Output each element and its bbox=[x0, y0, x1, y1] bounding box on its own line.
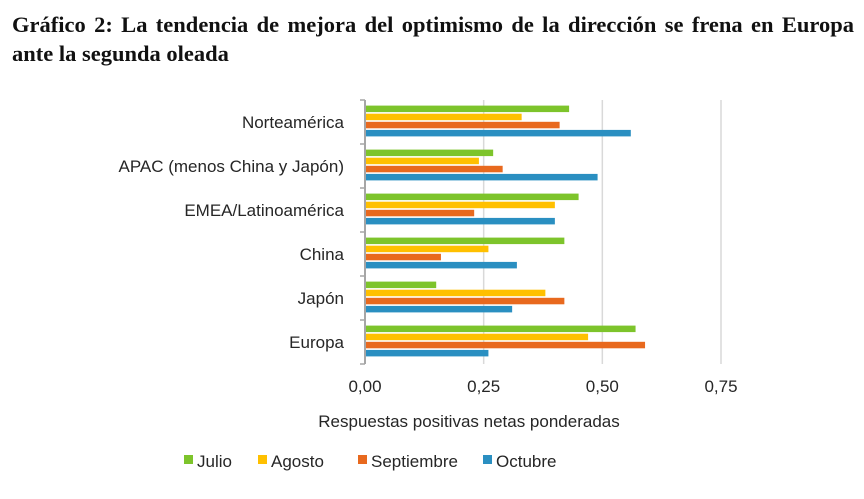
bar-octubre-3 bbox=[366, 261, 517, 269]
bars bbox=[366, 105, 646, 357]
bar-julio-4 bbox=[366, 281, 437, 289]
category-label: Europa bbox=[289, 333, 344, 352]
bar-octubre-4 bbox=[366, 305, 513, 313]
bar-octubre-2 bbox=[366, 217, 555, 225]
bar-octubre-0 bbox=[366, 129, 631, 137]
bar-septiembre-5 bbox=[366, 341, 646, 349]
category-labels: Norteamérica APAC (menos China y Japón) EM… bbox=[118, 113, 344, 352]
x-tick-labels: 0,00 0,25 0,50 0,75 bbox=[348, 377, 737, 396]
legend-label: Julio bbox=[197, 452, 232, 471]
legend-item-julio: Julio bbox=[184, 452, 232, 471]
bar-septiembre-4 bbox=[366, 297, 565, 305]
bar-agosto-3 bbox=[366, 245, 489, 253]
bar-agosto-1 bbox=[366, 157, 479, 165]
legend-label: Octubre bbox=[496, 452, 556, 471]
bar-julio-1 bbox=[366, 149, 494, 157]
bar-septiembre-3 bbox=[366, 253, 441, 261]
category-label: Japón bbox=[298, 289, 344, 308]
category-label: APAC (menos China y Japón) bbox=[118, 157, 344, 176]
bar-septiembre-0 bbox=[366, 121, 560, 129]
category-label: China bbox=[300, 245, 345, 264]
x-tick-label: 0,75 bbox=[704, 377, 737, 396]
legend-item-octubre: Octubre bbox=[483, 452, 556, 471]
bar-agosto-5 bbox=[366, 333, 589, 341]
bar-octubre-1 bbox=[366, 173, 598, 181]
bar-julio-3 bbox=[366, 237, 565, 245]
bar-julio-0 bbox=[366, 105, 570, 113]
category-label: EMEA/Latinoamérica bbox=[184, 201, 344, 220]
legend-label: Agosto bbox=[271, 452, 324, 471]
bar-septiembre-1 bbox=[366, 165, 503, 173]
bar-julio-2 bbox=[366, 193, 579, 201]
x-tick-label: 0,25 bbox=[467, 377, 500, 396]
bar-septiembre-2 bbox=[366, 209, 475, 217]
legend-label: Septiembre bbox=[371, 452, 458, 471]
x-tick-label: 0,00 bbox=[348, 377, 381, 396]
legend: Julio Agosto Septiembre Octubre bbox=[184, 452, 556, 471]
bar-agosto-0 bbox=[366, 113, 522, 121]
legend-swatch bbox=[258, 455, 267, 464]
x-axis-label: Respuestas positivas netas ponderadas bbox=[318, 412, 619, 431]
y-axis bbox=[360, 99, 366, 365]
category-label: Norteamérica bbox=[242, 113, 345, 132]
legend-swatch bbox=[358, 455, 367, 464]
bar-agosto-2 bbox=[366, 201, 555, 209]
gridlines bbox=[482, 100, 722, 364]
bar-julio-5 bbox=[366, 325, 636, 333]
legend-item-septiembre: Septiembre bbox=[358, 452, 458, 471]
legend-swatch bbox=[483, 455, 492, 464]
bar-octubre-5 bbox=[366, 349, 489, 357]
x-tick-label: 0,50 bbox=[586, 377, 619, 396]
legend-item-agosto: Agosto bbox=[258, 452, 324, 471]
bar-agosto-4 bbox=[366, 289, 546, 297]
chart-title: Gráfico 2: La tendencia de mejora del op… bbox=[12, 12, 854, 66]
legend-swatch bbox=[184, 455, 193, 464]
